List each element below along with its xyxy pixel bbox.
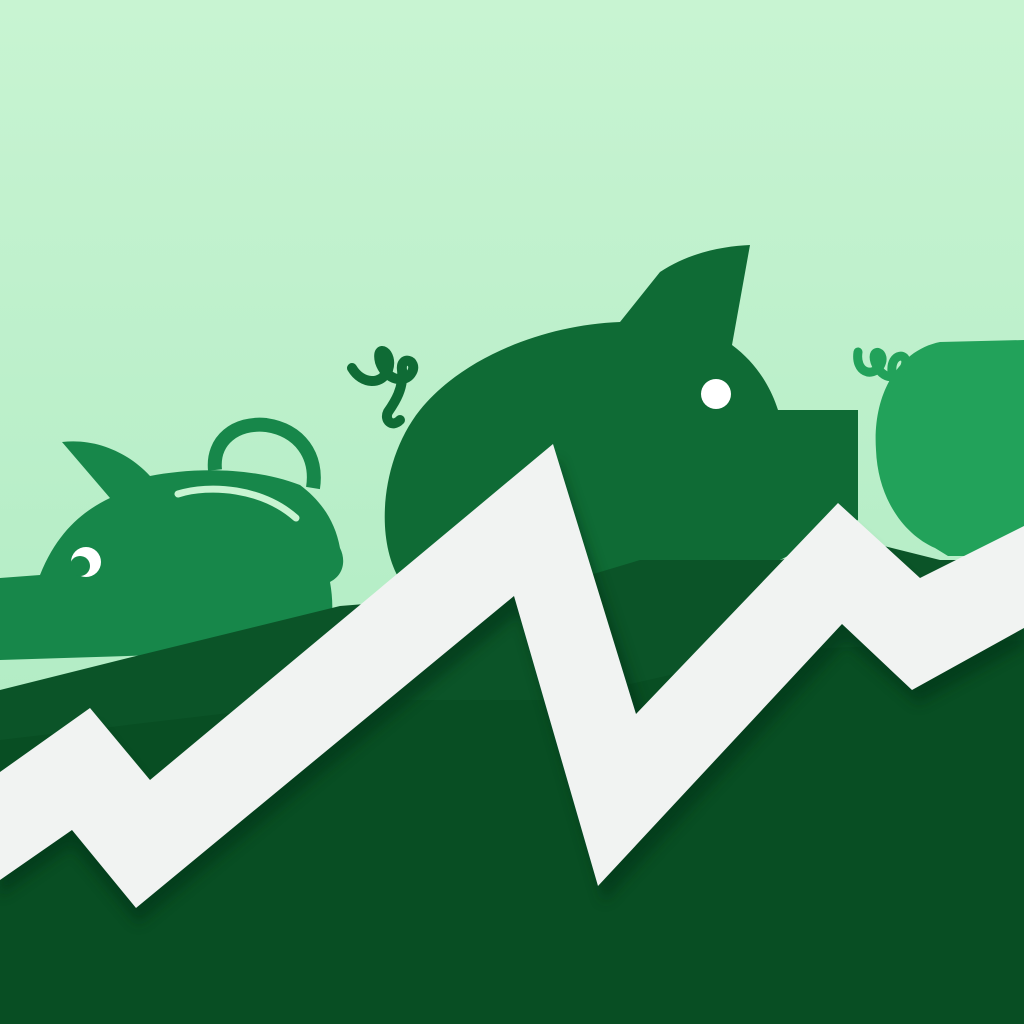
pig-eye-left-pupil	[70, 556, 90, 576]
pig-tail-right	[853, 347, 911, 407]
pig-handle-loop	[207, 417, 321, 490]
pig-eye-large	[701, 379, 731, 409]
piggy-bank-left	[0, 417, 344, 660]
rising-trend-arrow-icon	[0, 444, 1024, 908]
piggy-bank-right	[853, 340, 1024, 556]
pig-coin-slot	[174, 485, 300, 522]
pig-tail-large	[347, 345, 419, 429]
